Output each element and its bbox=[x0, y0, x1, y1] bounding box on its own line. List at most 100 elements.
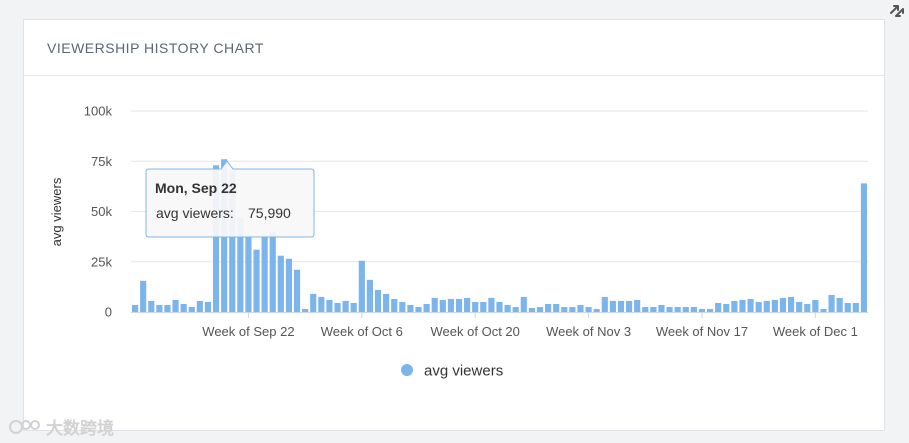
bar[interactable] bbox=[739, 299, 746, 312]
bar[interactable] bbox=[585, 306, 592, 312]
bar[interactable] bbox=[204, 301, 212, 312]
bar[interactable] bbox=[455, 298, 463, 312]
x-tick-label: Week of Oct 6 bbox=[321, 324, 403, 339]
bar[interactable] bbox=[366, 279, 373, 312]
bar[interactable] bbox=[601, 296, 608, 312]
bar[interactable] bbox=[796, 301, 803, 312]
bar[interactable] bbox=[148, 300, 155, 312]
bar[interactable] bbox=[804, 303, 811, 312]
bar[interactable] bbox=[715, 302, 722, 312]
bar[interactable] bbox=[164, 304, 171, 312]
bar[interactable] bbox=[860, 183, 868, 312]
bar[interactable] bbox=[528, 307, 535, 312]
bar[interactable] bbox=[358, 260, 365, 312]
bar[interactable] bbox=[318, 296, 325, 312]
bar[interactable] bbox=[326, 299, 333, 312]
bar[interactable] bbox=[836, 297, 843, 312]
bar[interactable] bbox=[771, 299, 778, 312]
bar[interactable] bbox=[383, 293, 390, 312]
legend-label[interactable]: avg viewers bbox=[424, 363, 503, 380]
bar[interactable] bbox=[464, 297, 471, 312]
bar[interactable] bbox=[374, 289, 382, 312]
bar[interactable] bbox=[690, 306, 697, 312]
bar[interactable] bbox=[277, 255, 284, 312]
bar[interactable] bbox=[755, 301, 762, 312]
bar[interactable] bbox=[302, 308, 309, 312]
tooltip-date: Mon, Sep 22 bbox=[155, 180, 237, 196]
bar[interactable] bbox=[188, 306, 195, 312]
bar[interactable] bbox=[844, 302, 851, 312]
bar[interactable] bbox=[261, 235, 268, 312]
bar[interactable] bbox=[140, 280, 147, 312]
bar[interactable] bbox=[812, 299, 819, 312]
bar[interactable] bbox=[237, 217, 244, 312]
bar[interactable] bbox=[342, 300, 349, 312]
resize-arrows-icon[interactable] bbox=[888, 2, 906, 20]
bar[interactable] bbox=[698, 308, 706, 312]
bar[interactable] bbox=[293, 269, 301, 312]
bar[interactable] bbox=[674, 306, 681, 312]
y-tick-label: 75k bbox=[91, 154, 112, 169]
bar[interactable] bbox=[431, 297, 438, 312]
bar[interactable] bbox=[569, 306, 576, 312]
bar[interactable] bbox=[156, 304, 163, 312]
bar[interactable] bbox=[439, 299, 446, 312]
bar[interactable] bbox=[577, 304, 584, 312]
bar[interactable] bbox=[706, 308, 714, 312]
bar[interactable] bbox=[172, 299, 179, 312]
bar[interactable] bbox=[650, 306, 657, 312]
bar[interactable] bbox=[593, 308, 600, 312]
bar[interactable] bbox=[520, 296, 527, 312]
bar[interactable] bbox=[820, 308, 827, 312]
bar[interactable] bbox=[666, 306, 673, 312]
bar[interactable] bbox=[512, 306, 519, 312]
bar[interactable] bbox=[747, 298, 754, 312]
bar[interactable] bbox=[415, 306, 422, 312]
card-title: VIEWERSHIP HISTORY CHART bbox=[47, 39, 264, 56]
bar[interactable] bbox=[682, 306, 689, 312]
bar[interactable] bbox=[180, 303, 187, 312]
bar[interactable] bbox=[285, 258, 293, 312]
bar[interactable] bbox=[536, 306, 544, 312]
bar[interactable] bbox=[828, 294, 835, 312]
bar[interactable] bbox=[269, 231, 276, 312]
bar[interactable] bbox=[472, 301, 479, 312]
bar[interactable] bbox=[391, 298, 398, 312]
bar[interactable] bbox=[310, 293, 317, 312]
y-tick-label: 50k bbox=[91, 204, 112, 219]
bar[interactable] bbox=[642, 306, 649, 312]
bar[interactable] bbox=[350, 302, 357, 312]
bar[interactable] bbox=[626, 300, 633, 312]
bar[interactable] bbox=[253, 249, 260, 312]
bar[interactable] bbox=[334, 302, 341, 312]
bar[interactable] bbox=[634, 299, 641, 312]
bar[interactable] bbox=[609, 300, 616, 312]
bar[interactable] bbox=[131, 304, 139, 312]
bar[interactable] bbox=[763, 300, 770, 312]
x-tick-label: Week of Oct 20 bbox=[431, 324, 520, 339]
bar[interactable] bbox=[617, 300, 625, 312]
bar[interactable] bbox=[731, 300, 738, 312]
bar[interactable] bbox=[407, 304, 414, 312]
bar[interactable] bbox=[787, 296, 795, 312]
bar[interactable] bbox=[723, 303, 730, 312]
bar[interactable] bbox=[504, 304, 511, 312]
bar[interactable] bbox=[561, 306, 568, 312]
legend-marker[interactable] bbox=[401, 364, 413, 376]
bar[interactable] bbox=[229, 171, 236, 312]
bar[interactable] bbox=[212, 165, 220, 312]
bar[interactable] bbox=[488, 297, 495, 312]
bar[interactable] bbox=[545, 303, 552, 312]
bar[interactable] bbox=[447, 298, 454, 312]
bar[interactable] bbox=[480, 301, 487, 312]
bar[interactable] bbox=[553, 303, 560, 312]
bar[interactable] bbox=[852, 302, 859, 312]
legend[interactable]: avg viewers bbox=[401, 363, 503, 380]
bar[interactable] bbox=[658, 304, 665, 312]
bar[interactable] bbox=[399, 301, 406, 312]
bar[interactable] bbox=[245, 235, 252, 312]
bar[interactable] bbox=[496, 301, 503, 312]
bar[interactable] bbox=[196, 300, 203, 312]
bar[interactable] bbox=[779, 297, 787, 312]
bar[interactable] bbox=[423, 303, 430, 312]
